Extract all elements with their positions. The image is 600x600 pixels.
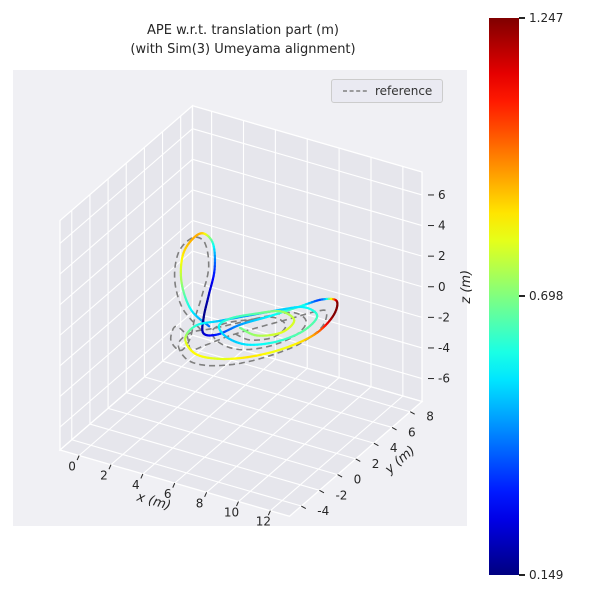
grid-line <box>59 189 193 306</box>
tick-mark <box>76 455 80 461</box>
colorbar-tick-min-label: 0.149 <box>529 568 564 582</box>
reference-trajectory <box>169 236 328 367</box>
grid-line <box>192 128 423 196</box>
grid-line <box>89 423 320 491</box>
grid-line <box>180 344 411 413</box>
z-tick-label: 4 <box>438 219 446 233</box>
legend-label-reference: reference <box>375 84 433 98</box>
grid-line <box>192 189 423 257</box>
colorbar-tickmark-icon <box>519 295 525 297</box>
grid-line <box>192 281 423 349</box>
x-tick-label: 4 <box>132 478 140 492</box>
grid-line <box>192 158 423 227</box>
z-tick-label: 0 <box>438 280 446 294</box>
grid-line <box>59 281 193 397</box>
grid-line <box>162 360 393 428</box>
colorbar-tick-mid: 0.698 <box>519 288 563 304</box>
y-tick-label: 6 <box>408 425 416 439</box>
grid-line <box>192 219 423 288</box>
tick-mark <box>409 411 415 415</box>
x-tick-label: 0 <box>68 460 76 474</box>
y-tick-label: 2 <box>372 457 380 471</box>
tick-mark <box>267 510 271 516</box>
grid-line <box>71 439 302 507</box>
x-tick-label: 6 <box>164 487 172 501</box>
y-tick-label: 0 <box>354 473 362 487</box>
z-tick-label: 2 <box>438 249 446 263</box>
reference-dashed-line-sample <box>343 90 367 92</box>
chart-title-line2: (with Sim(3) Umeyama alignment) <box>130 41 356 57</box>
z-tick-label: -2 <box>438 310 450 324</box>
colorbar-tick-max: 1.247 <box>519 10 563 26</box>
grid-line <box>59 128 193 244</box>
tick-mark <box>108 464 112 470</box>
y-tick-label: 8 <box>426 410 434 424</box>
estimate-trajectory-segment <box>238 326 243 330</box>
tick-mark <box>140 473 144 479</box>
x-tick-label: 8 <box>196 496 204 510</box>
tick-mark <box>172 482 176 488</box>
tick-mark <box>355 458 361 462</box>
grid-line <box>192 311 423 380</box>
z-axis-label: z (m) <box>459 270 474 305</box>
grid-line <box>59 311 193 428</box>
colorbar-tickmark-icon <box>519 574 525 576</box>
tick-mark <box>204 492 208 498</box>
grid-line <box>192 250 423 318</box>
z-tick-label: -4 <box>438 341 450 355</box>
colorbar-tick-min: 0.149 <box>519 567 563 583</box>
tick-mark <box>301 505 307 509</box>
x-tick-label: 10 <box>224 506 239 520</box>
colorbar-tick-mid-label: 0.698 <box>529 289 564 303</box>
z-tick-label: 6 <box>438 188 446 202</box>
grid-line <box>59 158 193 275</box>
colorbar-tick-max-label: 1.247 <box>529 11 564 25</box>
y-tick-label: 4 <box>390 441 398 455</box>
tick-mark <box>319 489 325 494</box>
y-tick-label: -2 <box>335 488 347 502</box>
y-tick-label: -4 <box>317 504 329 518</box>
legend: reference <box>331 79 444 103</box>
x-tick-label: 2 <box>100 469 108 483</box>
tick-mark <box>337 474 343 478</box>
colorbar-tickmark-icon <box>519 17 525 19</box>
colorbar <box>489 18 519 575</box>
tick-mark <box>391 427 397 431</box>
grid-line <box>59 250 193 367</box>
x-tick-label: 12 <box>256 515 271 529</box>
grid-line <box>59 220 193 336</box>
z-tick-label: -6 <box>438 372 450 386</box>
grid-line <box>126 392 356 460</box>
grid-line <box>144 376 375 444</box>
tick-mark <box>373 442 379 447</box>
chart-title: APE w.r.t. translation part (m) (with Si… <box>0 22 486 60</box>
grid-line <box>107 407 338 476</box>
tick-mark <box>236 501 239 507</box>
chart-title-line1: APE w.r.t. translation part (m) <box>147 23 339 38</box>
